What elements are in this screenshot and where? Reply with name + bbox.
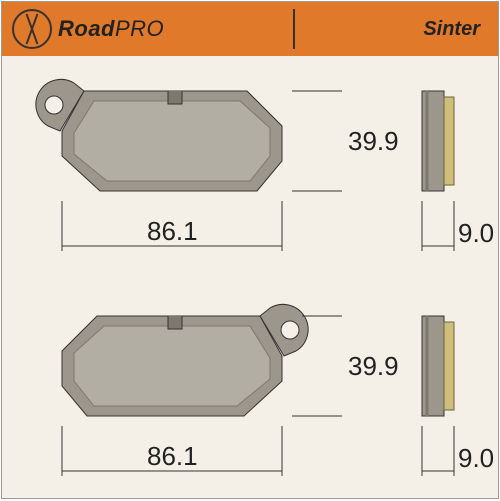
header-divider [293, 9, 295, 49]
brand-bold: Road [58, 16, 115, 41]
top-pad-surface [74, 101, 270, 181]
dim-bot-thick: 9.0 [458, 443, 494, 474]
brand-block: RoadPRO [12, 9, 164, 49]
product-diagram-card: RoadPRO Sinter [1, 1, 499, 499]
logo-icon [12, 9, 52, 49]
header-bar: RoadPRO Sinter [2, 2, 498, 56]
diagram-area: 39.9 86.1 9.0 39.9 86.1 9.0 [2, 56, 498, 498]
top-pad-notch [168, 91, 182, 104]
top-pad-side [422, 91, 454, 191]
dim-bot-height: 39.9 [348, 351, 399, 382]
dim-top-width: 86.1 [147, 216, 198, 247]
product-type: Sinter [423, 18, 480, 41]
technical-drawing [2, 56, 500, 500]
dim-top-thick: 9.0 [458, 218, 494, 249]
dim-top-height: 39.9 [348, 126, 399, 157]
brand-light: PRO [115, 16, 164, 41]
brand-name: RoadPRO [58, 16, 164, 42]
dim-bot-width: 86.1 [147, 441, 198, 472]
